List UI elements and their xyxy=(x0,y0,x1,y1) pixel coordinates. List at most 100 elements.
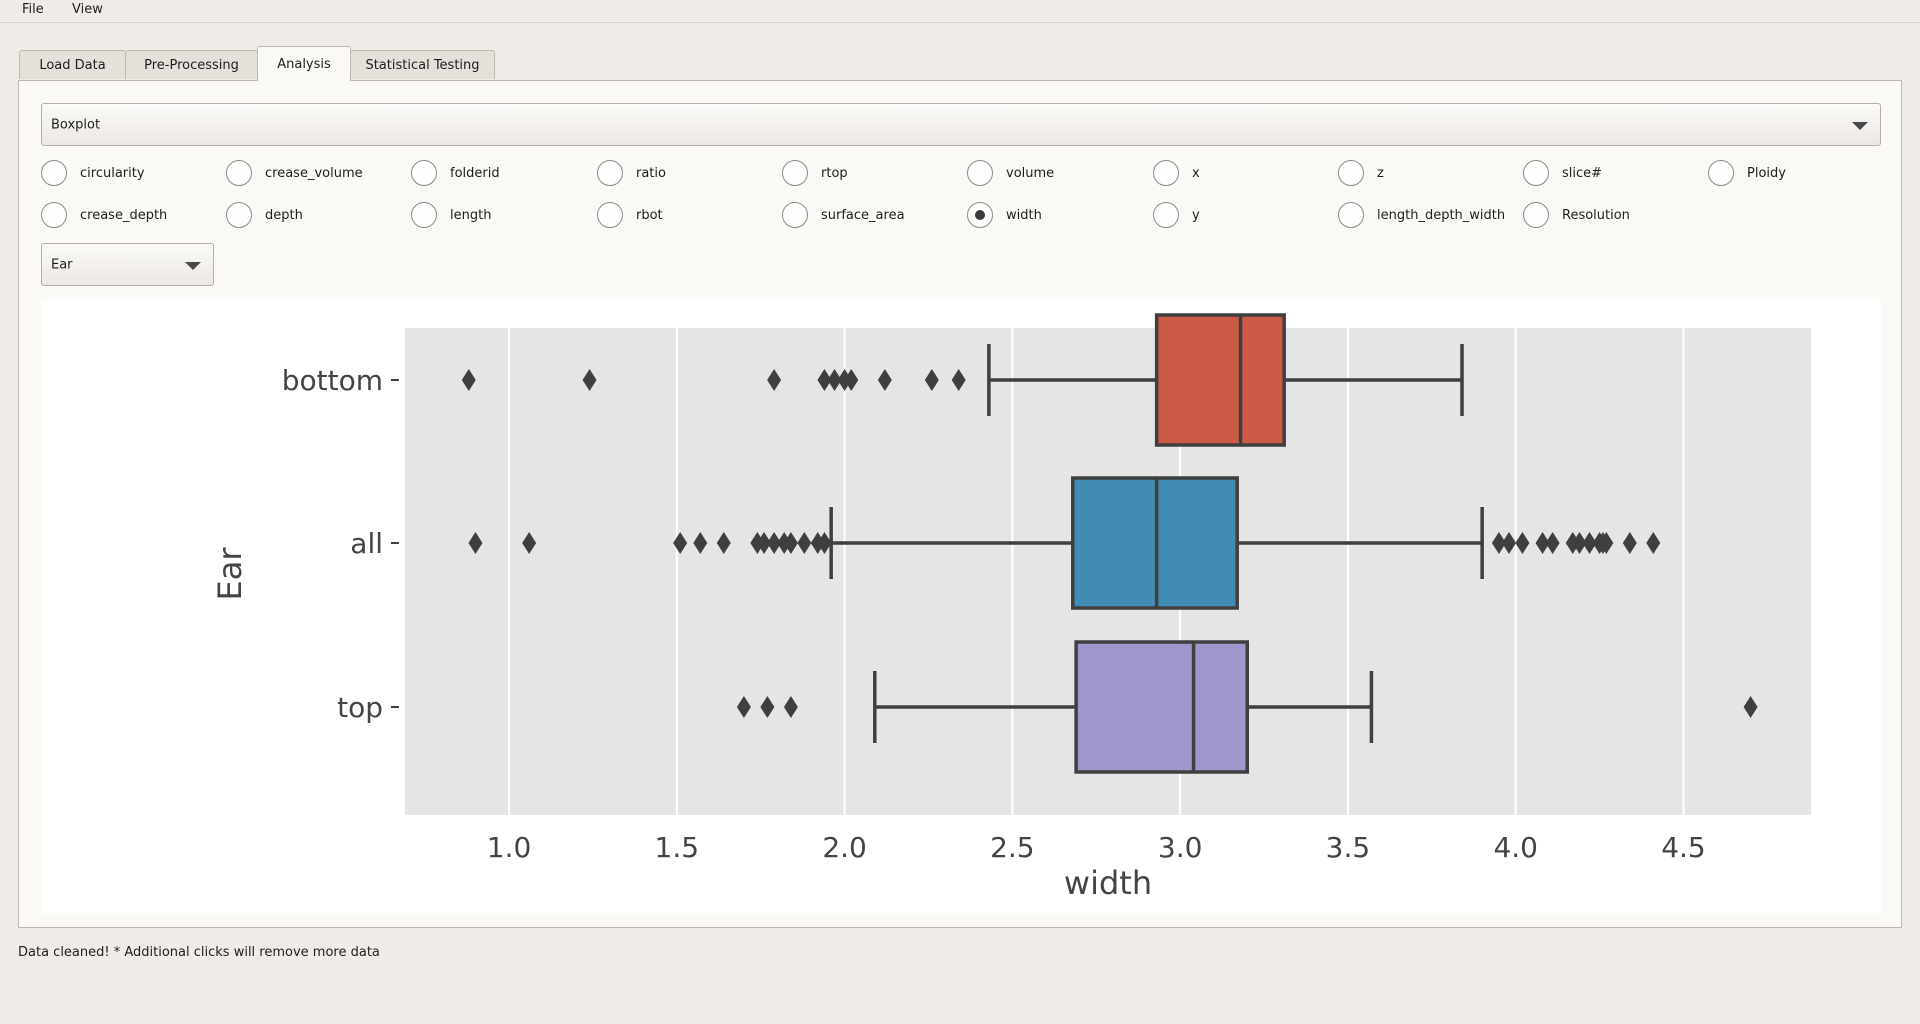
radio-crease-depth[interactable]: crease_depth xyxy=(41,199,167,231)
radio-circle xyxy=(967,202,993,228)
radio-circularity[interactable]: circularity xyxy=(41,157,145,189)
radio-label: y xyxy=(1192,207,1200,223)
tab-statistical-testing[interactable]: Statistical Testing xyxy=(350,50,495,79)
radio-length[interactable]: length xyxy=(411,199,491,231)
radio-volume[interactable]: volume xyxy=(967,157,1054,189)
outlier-point xyxy=(767,532,782,554)
radio-label: slice# xyxy=(1562,165,1603,181)
radio-circle xyxy=(226,160,252,186)
radio-rtop[interactable]: rtop xyxy=(782,157,848,189)
radio-circle xyxy=(1153,202,1179,228)
radio-label: length_depth_width xyxy=(1377,207,1506,223)
outlier-point xyxy=(1599,532,1614,554)
radio-z[interactable]: z xyxy=(1338,157,1384,189)
radio-label: crease_volume xyxy=(265,165,363,181)
analysis-panel: Boxplot circularity crease_volume folderid… xyxy=(18,80,1902,928)
chevron-down-icon xyxy=(185,261,201,270)
radio-slice-[interactable]: slice# xyxy=(1523,157,1602,189)
radio-y[interactable]: y xyxy=(1153,199,1200,231)
radio-label: width xyxy=(1006,207,1042,223)
radio-circle xyxy=(41,202,67,228)
radio-x[interactable]: x xyxy=(1153,157,1200,189)
radio-rbot[interactable]: rbot xyxy=(597,199,663,231)
menu-view[interactable]: View xyxy=(72,2,103,17)
tab-load-data[interactable]: Load Data xyxy=(19,50,126,79)
radio-circle xyxy=(782,202,808,228)
radio-circle xyxy=(1708,160,1734,186)
box-top xyxy=(1074,640,1250,774)
radio-label: ratio xyxy=(636,165,666,181)
status-message: Data cleaned! * Additional clicks will r… xyxy=(18,945,380,960)
outlier-point xyxy=(1582,532,1597,554)
radio-label: circularity xyxy=(80,165,145,181)
x-tick-label: 3.5 xyxy=(1326,831,1371,864)
radio-circle xyxy=(782,160,808,186)
outlier-point xyxy=(783,696,798,718)
y-axis-label: Ear xyxy=(211,547,249,601)
outlier-point xyxy=(522,532,537,554)
radio-label: crease_depth xyxy=(80,207,168,223)
group-by-value: Ear xyxy=(51,257,73,272)
outlier-point xyxy=(1743,696,1758,718)
x-tick-label: 4.5 xyxy=(1661,831,1706,864)
radio-width[interactable]: width xyxy=(967,199,1042,231)
radio-label: surface_area xyxy=(821,207,905,223)
radio-depth[interactable]: depth xyxy=(226,199,303,231)
plot-type-value: Boxplot xyxy=(51,117,101,132)
radio-label: z xyxy=(1377,165,1384,181)
radio-surface-area[interactable]: surface_area xyxy=(782,199,905,231)
radio-ratio[interactable]: ratio xyxy=(597,157,666,189)
outlier-point xyxy=(877,369,892,391)
outlier-point xyxy=(461,369,476,391)
y-tick-label: all xyxy=(350,527,383,560)
outlier-point xyxy=(951,369,966,391)
radio-crease-volume[interactable]: crease_volume xyxy=(226,157,363,189)
boxplot-chart: 1.0 1.5 2.0 2.5 3.0 3.5 4.0 4.5 bottom all top widt… xyxy=(41,299,1881,913)
outlier-point xyxy=(817,369,832,391)
radio-circle xyxy=(41,160,67,186)
radio-resolution[interactable]: Resolution xyxy=(1523,199,1630,231)
radio-label: rbot xyxy=(636,207,663,223)
radio-circle xyxy=(597,202,623,228)
outlier-point xyxy=(736,696,751,718)
menu-bar: File View xyxy=(0,0,1920,23)
radio-circle xyxy=(967,160,993,186)
outlier-point xyxy=(1491,532,1506,554)
menu-file[interactable]: File xyxy=(22,2,44,17)
radio-label: folderid xyxy=(450,165,500,181)
outlier-point xyxy=(783,532,798,554)
radio-circle xyxy=(1153,160,1179,186)
radio-label: length xyxy=(450,207,492,223)
group-by-dropdown[interactable]: Ear xyxy=(41,243,214,286)
outlier-point xyxy=(716,532,731,554)
outlier-point xyxy=(767,369,782,391)
outlier-point xyxy=(760,696,775,718)
outlier-point xyxy=(1515,532,1530,554)
outlier-point xyxy=(844,369,859,391)
radio-label: Ploidy xyxy=(1747,165,1786,181)
radio-circle xyxy=(1523,160,1549,186)
radio-circle xyxy=(411,160,437,186)
outlier-point xyxy=(797,532,812,554)
radio-circle xyxy=(1338,160,1364,186)
outlier-point xyxy=(924,369,939,391)
box-bottom xyxy=(1154,313,1286,447)
radio-folderid[interactable]: folderid xyxy=(411,157,500,189)
radio-label: depth xyxy=(265,207,303,223)
radio-circle xyxy=(411,202,437,228)
outlier-point xyxy=(468,532,483,554)
radio-label: x xyxy=(1192,165,1200,181)
outlier-point xyxy=(693,532,708,554)
radio-circle xyxy=(597,160,623,186)
outlier-point xyxy=(582,369,597,391)
radio-circle xyxy=(226,202,252,228)
outlier-point xyxy=(1622,532,1637,554)
radio-length-depth-width[interactable]: length_depth_width xyxy=(1338,199,1505,231)
radio-ploidy[interactable]: Ploidy xyxy=(1708,157,1786,189)
outlier-point xyxy=(1501,532,1516,554)
plot-type-dropdown[interactable]: Boxplot xyxy=(41,103,1881,146)
outlier-point xyxy=(673,532,688,554)
tab-analysis[interactable]: Analysis xyxy=(257,46,351,81)
tab-pre-processing[interactable]: Pre-Processing xyxy=(125,50,258,79)
y-tick-label: top xyxy=(337,691,383,724)
